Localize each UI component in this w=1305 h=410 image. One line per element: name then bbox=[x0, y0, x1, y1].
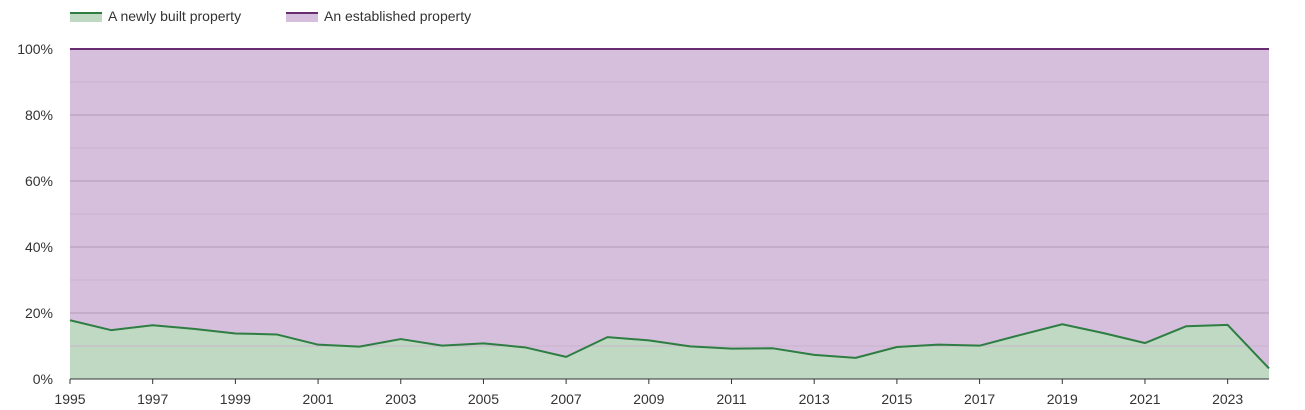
y-tick-label: 0% bbox=[33, 371, 53, 387]
y-tick-label: 20% bbox=[25, 305, 53, 321]
x-tick-label: 2011 bbox=[716, 391, 746, 407]
x-tick-label: 2015 bbox=[881, 391, 912, 407]
y-tick-label: 60% bbox=[25, 173, 53, 189]
x-tick-label: 2003 bbox=[385, 391, 416, 407]
legend-swatch-new bbox=[70, 13, 102, 22]
x-tick-label: 2001 bbox=[302, 391, 333, 407]
y-tick-label: 40% bbox=[25, 239, 53, 255]
x-axis: 1995 1997 1999 2001 2003 2005 2007 2009 2011 2013… bbox=[54, 378, 1269, 407]
plot-area bbox=[69, 48, 1270, 379]
x-tick-label: 2021 bbox=[1129, 391, 1160, 407]
x-tick-label: 2005 bbox=[468, 391, 499, 407]
legend: A newly built property An established pr… bbox=[70, 8, 471, 24]
x-tick-label: 1995 bbox=[54, 391, 85, 407]
x-tick-label: 1999 bbox=[220, 391, 251, 407]
legend-swatch-established bbox=[286, 13, 318, 22]
legend-item-new[interactable]: A newly built property bbox=[70, 8, 241, 24]
x-tick-label: 2019 bbox=[1047, 391, 1078, 407]
series-area-0 bbox=[70, 320, 1269, 379]
legend-label-new: A newly built property bbox=[108, 8, 241, 24]
legend-label-established: An established property bbox=[324, 8, 471, 24]
series-line-0 bbox=[69, 319, 1270, 370]
x-tick-label: 2017 bbox=[964, 391, 995, 407]
y-tick-label: 80% bbox=[25, 107, 53, 123]
x-tick-label: 2013 bbox=[799, 391, 830, 407]
y-tick-label: 100% bbox=[17, 41, 53, 57]
x-tick-label: 2023 bbox=[1212, 391, 1243, 407]
legend-item-established[interactable]: An established property bbox=[286, 8, 471, 24]
y-axis: 0% 20% 40% 60% 80% 100% bbox=[17, 41, 53, 387]
x-tick-label: 2009 bbox=[633, 391, 664, 407]
x-tick-label: 1997 bbox=[137, 391, 168, 407]
x-tick-label: 2007 bbox=[551, 391, 582, 407]
series-area-1 bbox=[70, 49, 1269, 369]
